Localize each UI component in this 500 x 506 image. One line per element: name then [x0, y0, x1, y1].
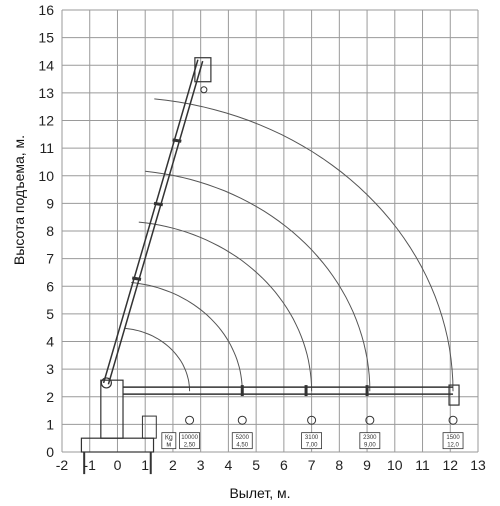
hook-icon — [237, 415, 247, 425]
load-radius: 2,50 — [184, 443, 196, 449]
boom-section-joint — [131, 276, 142, 281]
load-tag — [359, 432, 381, 450]
x-tick-label: 11 — [415, 457, 430, 473]
load-tag — [179, 432, 200, 450]
load-value: 3100 — [305, 435, 319, 441]
control-box — [141, 415, 157, 439]
reach-arc — [154, 98, 454, 392]
load-radius: 4,50 — [236, 443, 248, 449]
boom-section-joint — [172, 138, 182, 143]
x-tick-labels: -2 -1 0 1 2 3 4 5 6 7 8 9 10 11 12 13 — [56, 457, 486, 473]
load-radius: 7,00 — [306, 443, 318, 449]
x-tick-label: 3 — [197, 457, 205, 473]
reach-arc — [145, 170, 371, 392]
y-tick-label: 5 — [46, 306, 54, 322]
boom-head-horizontal — [448, 384, 460, 406]
load-value: 1500 — [446, 435, 460, 441]
load-tag — [231, 432, 253, 450]
y-tick-label: 3 — [46, 361, 54, 377]
y-tick-label: 10 — [38, 168, 54, 184]
x-tick-label: 12 — [442, 457, 458, 473]
boom-section-joint — [153, 201, 164, 207]
crane-drawing — [80, 57, 460, 475]
load-radius: 12,0 — [447, 443, 459, 449]
x-tick-label: 4 — [225, 457, 233, 473]
raised-boom-edge — [102, 59, 199, 384]
y-tick-label: 12 — [38, 113, 54, 129]
grid — [61, 9, 479, 453]
y-tick-label: 1 — [46, 416, 54, 432]
x-tick-label: 9 — [363, 457, 371, 473]
reach-arc — [125, 327, 191, 392]
y-tick-label: 8 — [46, 223, 54, 239]
y-tick-label: 0 — [46, 444, 54, 460]
load-value: 5200 — [236, 435, 250, 441]
reach-arc — [131, 282, 243, 392]
hook-icon — [448, 415, 458, 425]
y-tick-label: 6 — [46, 278, 54, 294]
y-axis-label: Высота подъема, м. — [11, 135, 27, 265]
y-tick-label: 15 — [38, 30, 54, 46]
x-tick-label: 5 — [252, 457, 260, 473]
load-value: 10000 — [181, 435, 198, 441]
hook-icon — [200, 86, 208, 94]
x-tick-label: 2 — [169, 457, 177, 473]
y-tick-label: 2 — [46, 389, 54, 405]
x-tick-label: -2 — [56, 457, 69, 473]
x-tick-label: 10 — [387, 457, 403, 473]
crane-column — [100, 379, 124, 439]
load-legend-box — [161, 432, 177, 450]
x-tick-label: 0 — [114, 457, 122, 473]
x-tick-label: 13 — [470, 457, 486, 473]
reach-arcs — [125, 98, 454, 392]
load-tag — [442, 432, 464, 450]
y-tick-label: 16 — [38, 2, 54, 18]
x-tick-label: -1 — [84, 457, 97, 473]
load-value: 2300 — [363, 435, 377, 441]
x-tick-label: 8 — [335, 457, 343, 473]
load-markers: Кgм 10000 2,50 5200 4,50 3100 7,00 2300 9,00 1500… — [161, 415, 464, 450]
x-tick-label: 7 — [308, 457, 316, 473]
hook-icon — [307, 415, 317, 425]
x-tick-label: 1 — [141, 457, 149, 473]
x-axis-label: Вылет, м. — [229, 485, 290, 501]
hook-icon — [365, 415, 375, 425]
y-tick-label: 11 — [39, 140, 54, 156]
y-tick-label: 4 — [46, 334, 54, 350]
load-legend-sub: м — [166, 442, 171, 449]
reach-arc — [138, 221, 313, 392]
raised-boom-edge — [107, 60, 204, 385]
y-tick-label: 7 — [46, 251, 54, 267]
load-legend-unit: Кg — [165, 435, 173, 442]
y-tick-label: 9 — [46, 195, 54, 211]
load-radius: 9,00 — [364, 443, 376, 449]
hook-icon — [185, 415, 195, 425]
y-tick-label: 14 — [38, 57, 54, 73]
boom-head-top — [194, 57, 212, 83]
y-tick-label: 13 — [38, 85, 54, 101]
boom-pivot — [100, 377, 112, 389]
load-tag — [301, 432, 323, 450]
x-tick-label: 6 — [280, 457, 288, 473]
